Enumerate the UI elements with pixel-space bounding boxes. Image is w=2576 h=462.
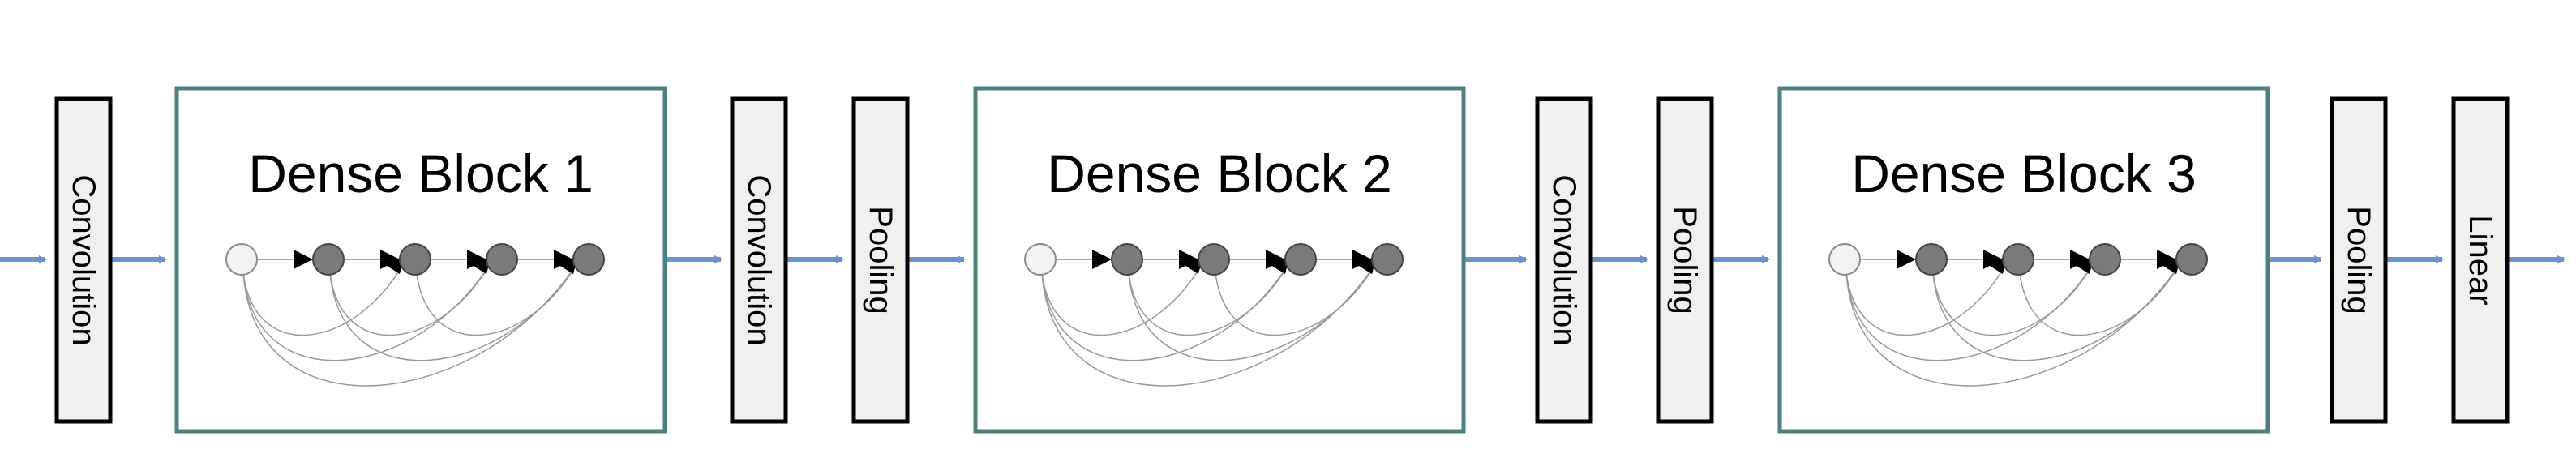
chain-arrowhead xyxy=(2070,250,2090,269)
feature-node xyxy=(1371,243,1404,276)
skip-connection xyxy=(329,263,491,336)
feature-node xyxy=(399,243,431,276)
layer-label: Linear xyxy=(2462,215,2498,305)
dense-block-title: Dense Block 3 xyxy=(1851,143,2197,203)
layer-label: Pooling xyxy=(2341,206,2377,314)
layer-label: Pooling xyxy=(863,206,898,314)
chain-arrowhead xyxy=(1983,250,2003,269)
feature-node xyxy=(312,243,345,276)
layer-linear: Linear xyxy=(2451,96,2510,424)
feature-node xyxy=(572,243,605,276)
skip-connection xyxy=(1041,263,1202,336)
skip-connection xyxy=(416,263,577,336)
dense-block-2: Dense Block 2 xyxy=(973,86,1466,434)
input-node xyxy=(1024,243,1057,276)
layer-convolution-3: Convolution xyxy=(1535,96,1593,424)
chain-arrowhead xyxy=(467,250,486,269)
layer-label: Convolution xyxy=(66,174,101,345)
layer-pooling-2: Pooling xyxy=(1656,96,1714,424)
feature-node xyxy=(1111,243,1143,276)
feature-node xyxy=(486,243,518,276)
skip-connection xyxy=(1128,263,1289,336)
chain-arrowhead xyxy=(1352,250,1372,269)
layer-pooling-1: Pooling xyxy=(851,96,910,424)
layer-label: Convolution xyxy=(1546,174,1582,345)
layer-label: Pooling xyxy=(1667,206,1703,314)
skip-connection xyxy=(1215,263,1376,336)
skip-connection xyxy=(242,263,404,336)
skip-connection xyxy=(2019,263,2180,336)
dense-connectivity-graph xyxy=(1828,243,2208,387)
feature-node xyxy=(1198,243,1230,276)
dense-block-title: Dense Block 1 xyxy=(248,143,594,203)
chain-arrowhead xyxy=(1179,250,1198,269)
chain-arrowhead xyxy=(2157,250,2176,269)
input-node xyxy=(225,243,258,276)
feature-node xyxy=(2089,243,2121,276)
dense-block-1: Dense Block 1 xyxy=(174,86,667,434)
skip-connection xyxy=(1845,263,2007,336)
feature-node xyxy=(1915,243,1948,276)
chain-arrowhead xyxy=(1897,250,1916,269)
chain-arrowhead xyxy=(1266,250,1285,269)
feature-node xyxy=(2002,243,2034,276)
chain-arrowhead xyxy=(294,250,313,269)
dense-connectivity-graph xyxy=(1024,243,1404,387)
dense-block-3: Dense Block 3 xyxy=(1777,86,2270,434)
feature-node xyxy=(2175,243,2208,276)
layer-convolution-2: Convolution xyxy=(730,96,788,424)
dense-block-title: Dense Block 2 xyxy=(1047,143,1392,203)
chain-arrowhead xyxy=(1092,250,1112,269)
dense-connectivity-graph xyxy=(225,243,605,387)
chain-arrowhead xyxy=(554,250,573,269)
input-node xyxy=(1828,243,1861,276)
layer-pooling-3: Pooling xyxy=(2330,96,2388,424)
chain-arrowhead xyxy=(380,250,400,269)
feature-node xyxy=(1284,243,1317,276)
skip-connection xyxy=(1932,263,2094,336)
layer-convolution-1: Convolution xyxy=(54,96,113,424)
layer-label: Convolution xyxy=(741,174,777,345)
